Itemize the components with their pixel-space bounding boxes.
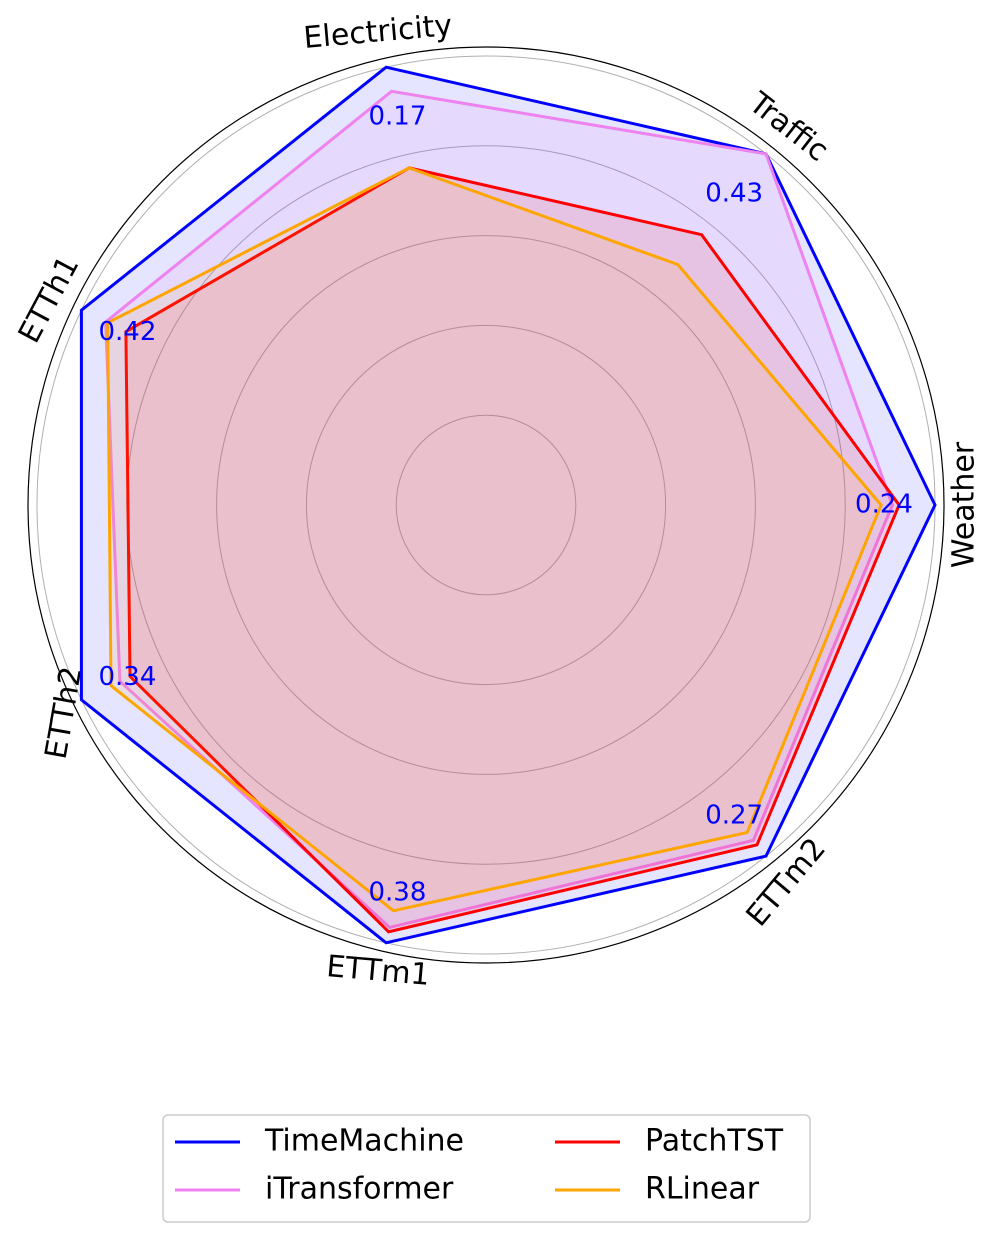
series-area [105,91,893,928]
category-label: Weather [947,441,982,568]
value-annotation: 0.24 [855,490,913,520]
legend-label: iTransformer [265,1172,454,1207]
value-annotation: 0.34 [98,662,156,692]
category-label: ETTh1 [12,250,87,349]
value-annotation: 0.38 [368,878,426,908]
legend: TimeMachine iTransformer PatchTST RLinear [162,1114,811,1223]
value-annotation: 0.27 [705,801,763,831]
value-annotation: 0.17 [368,101,426,131]
series-area [125,167,900,932]
legend-label: PatchTST [645,1124,784,1159]
series-area [107,167,882,911]
series-area [81,67,935,943]
value-annotation: 0.42 [98,317,156,347]
series-line [79,65,937,945]
legend-label: RLinear [645,1172,760,1207]
grid-circle [305,324,667,686]
grid-circle [395,414,577,596]
grid-circle [216,235,756,775]
value-annotation: 0.43 [705,178,763,208]
legend-label: TimeMachine [264,1124,464,1159]
category-label: ETTm1 [325,949,431,993]
series-line [106,166,883,913]
series-line [104,89,895,930]
series-line [124,166,901,934]
legend-box [162,1114,811,1223]
category-label: Electricity [302,8,454,56]
polar-spine [27,46,945,964]
